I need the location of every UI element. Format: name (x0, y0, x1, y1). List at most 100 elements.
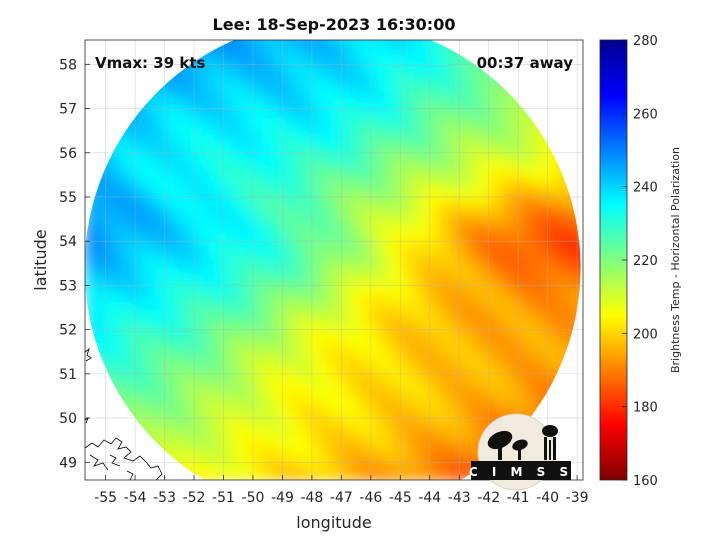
tb-cell (415, 471, 428, 480)
tb-cell (497, 205, 511, 216)
tb-cell (344, 347, 358, 358)
tb-cell (202, 197, 216, 207)
tb-cell (474, 197, 487, 207)
tb-cell (356, 135, 369, 145)
tb-cell (438, 365, 452, 375)
tb-cell (391, 258, 405, 269)
tb-cell (403, 214, 416, 225)
tb-cell (226, 347, 240, 358)
tb-cell (191, 117, 204, 128)
tb-cell (120, 294, 134, 305)
tb-cell (155, 135, 169, 145)
tb-cell (297, 426, 310, 437)
tb-cell (143, 338, 157, 349)
tb-cell (297, 409, 310, 419)
tb-cell (85, 223, 98, 234)
tb-cell (450, 294, 464, 305)
tb-cell (202, 179, 216, 190)
tb-cell (202, 294, 216, 305)
tb-cell (214, 365, 228, 375)
tb-cell (108, 267, 122, 278)
tb-cell (509, 188, 523, 198)
tb-cell (391, 126, 405, 136)
tb-cell (462, 250, 475, 260)
tb-cell (143, 365, 157, 375)
tb-cell (191, 99, 204, 110)
tb-cell (356, 161, 369, 172)
tb-cell (297, 373, 310, 384)
tb-cell (132, 373, 145, 384)
x-tick-label: -54 (124, 490, 147, 506)
tb-cell (450, 126, 464, 136)
tb-cell (344, 143, 358, 154)
tb-cell (426, 73, 440, 83)
tb-cell (96, 294, 110, 305)
tb-cell (226, 135, 240, 145)
tb-cell (332, 373, 346, 384)
tb-cell (297, 73, 310, 83)
tb-cell (120, 241, 134, 251)
tb-cell (556, 232, 570, 243)
tb-cell (309, 303, 322, 313)
tb-cell (179, 90, 193, 101)
tb-cell (191, 400, 204, 411)
tb-cell (261, 382, 275, 393)
tb-cell (202, 250, 216, 260)
tb-cell (167, 285, 181, 296)
tb-cell (415, 409, 428, 419)
tb-cell (486, 29, 499, 39)
tb-cell (438, 232, 452, 243)
tb-cell (96, 250, 110, 260)
tb-cell (297, 285, 310, 296)
tb-cell (226, 55, 240, 66)
tb-cell (356, 232, 369, 243)
tb-cell (226, 382, 240, 393)
tb-cell (108, 320, 122, 331)
tb-cell (132, 267, 145, 278)
tb-cell (285, 179, 299, 190)
tb-cell (521, 170, 534, 181)
tb-cell (261, 267, 275, 278)
tb-cell (391, 444, 405, 455)
tb-cell (332, 205, 346, 216)
tb-cell (273, 444, 287, 455)
tb-cell (179, 126, 193, 136)
tb-cell (309, 170, 322, 181)
tb-cell (403, 426, 416, 437)
tb-cell (191, 82, 204, 92)
tb-cell (202, 188, 216, 198)
tb-cell (191, 161, 204, 172)
tb-cell (309, 250, 322, 260)
tb-cell (532, 205, 546, 216)
tb-cell (367, 241, 381, 251)
tb-cell (273, 64, 287, 75)
tb-cell (297, 356, 310, 366)
tb-cell (474, 73, 487, 83)
tb-cell (391, 161, 405, 172)
tb-cell (415, 241, 428, 251)
tb-cell (285, 391, 299, 402)
tb-cell (250, 170, 263, 181)
tb-cell (497, 312, 511, 322)
tb-cell (167, 241, 181, 251)
tb-cell (261, 462, 275, 473)
tb-cell (85, 258, 98, 269)
tb-cell (450, 73, 464, 83)
tb-cell (485, 338, 499, 349)
tb-cell (379, 258, 393, 269)
tb-cell (238, 232, 251, 243)
tb-cell (474, 223, 487, 234)
tb-cell (438, 435, 452, 446)
tb-cell (179, 312, 193, 322)
tb-cell (450, 329, 464, 340)
tb-cell (297, 108, 310, 119)
tb-cell (320, 276, 334, 287)
tb-cell (356, 117, 369, 128)
tb-cell (261, 40, 275, 48)
tb-cell (226, 214, 240, 225)
tb-cell (285, 444, 299, 455)
tb-cell (297, 40, 310, 48)
tb-cell (344, 303, 358, 313)
tb-cell (143, 188, 157, 198)
tb-cell (155, 232, 169, 243)
